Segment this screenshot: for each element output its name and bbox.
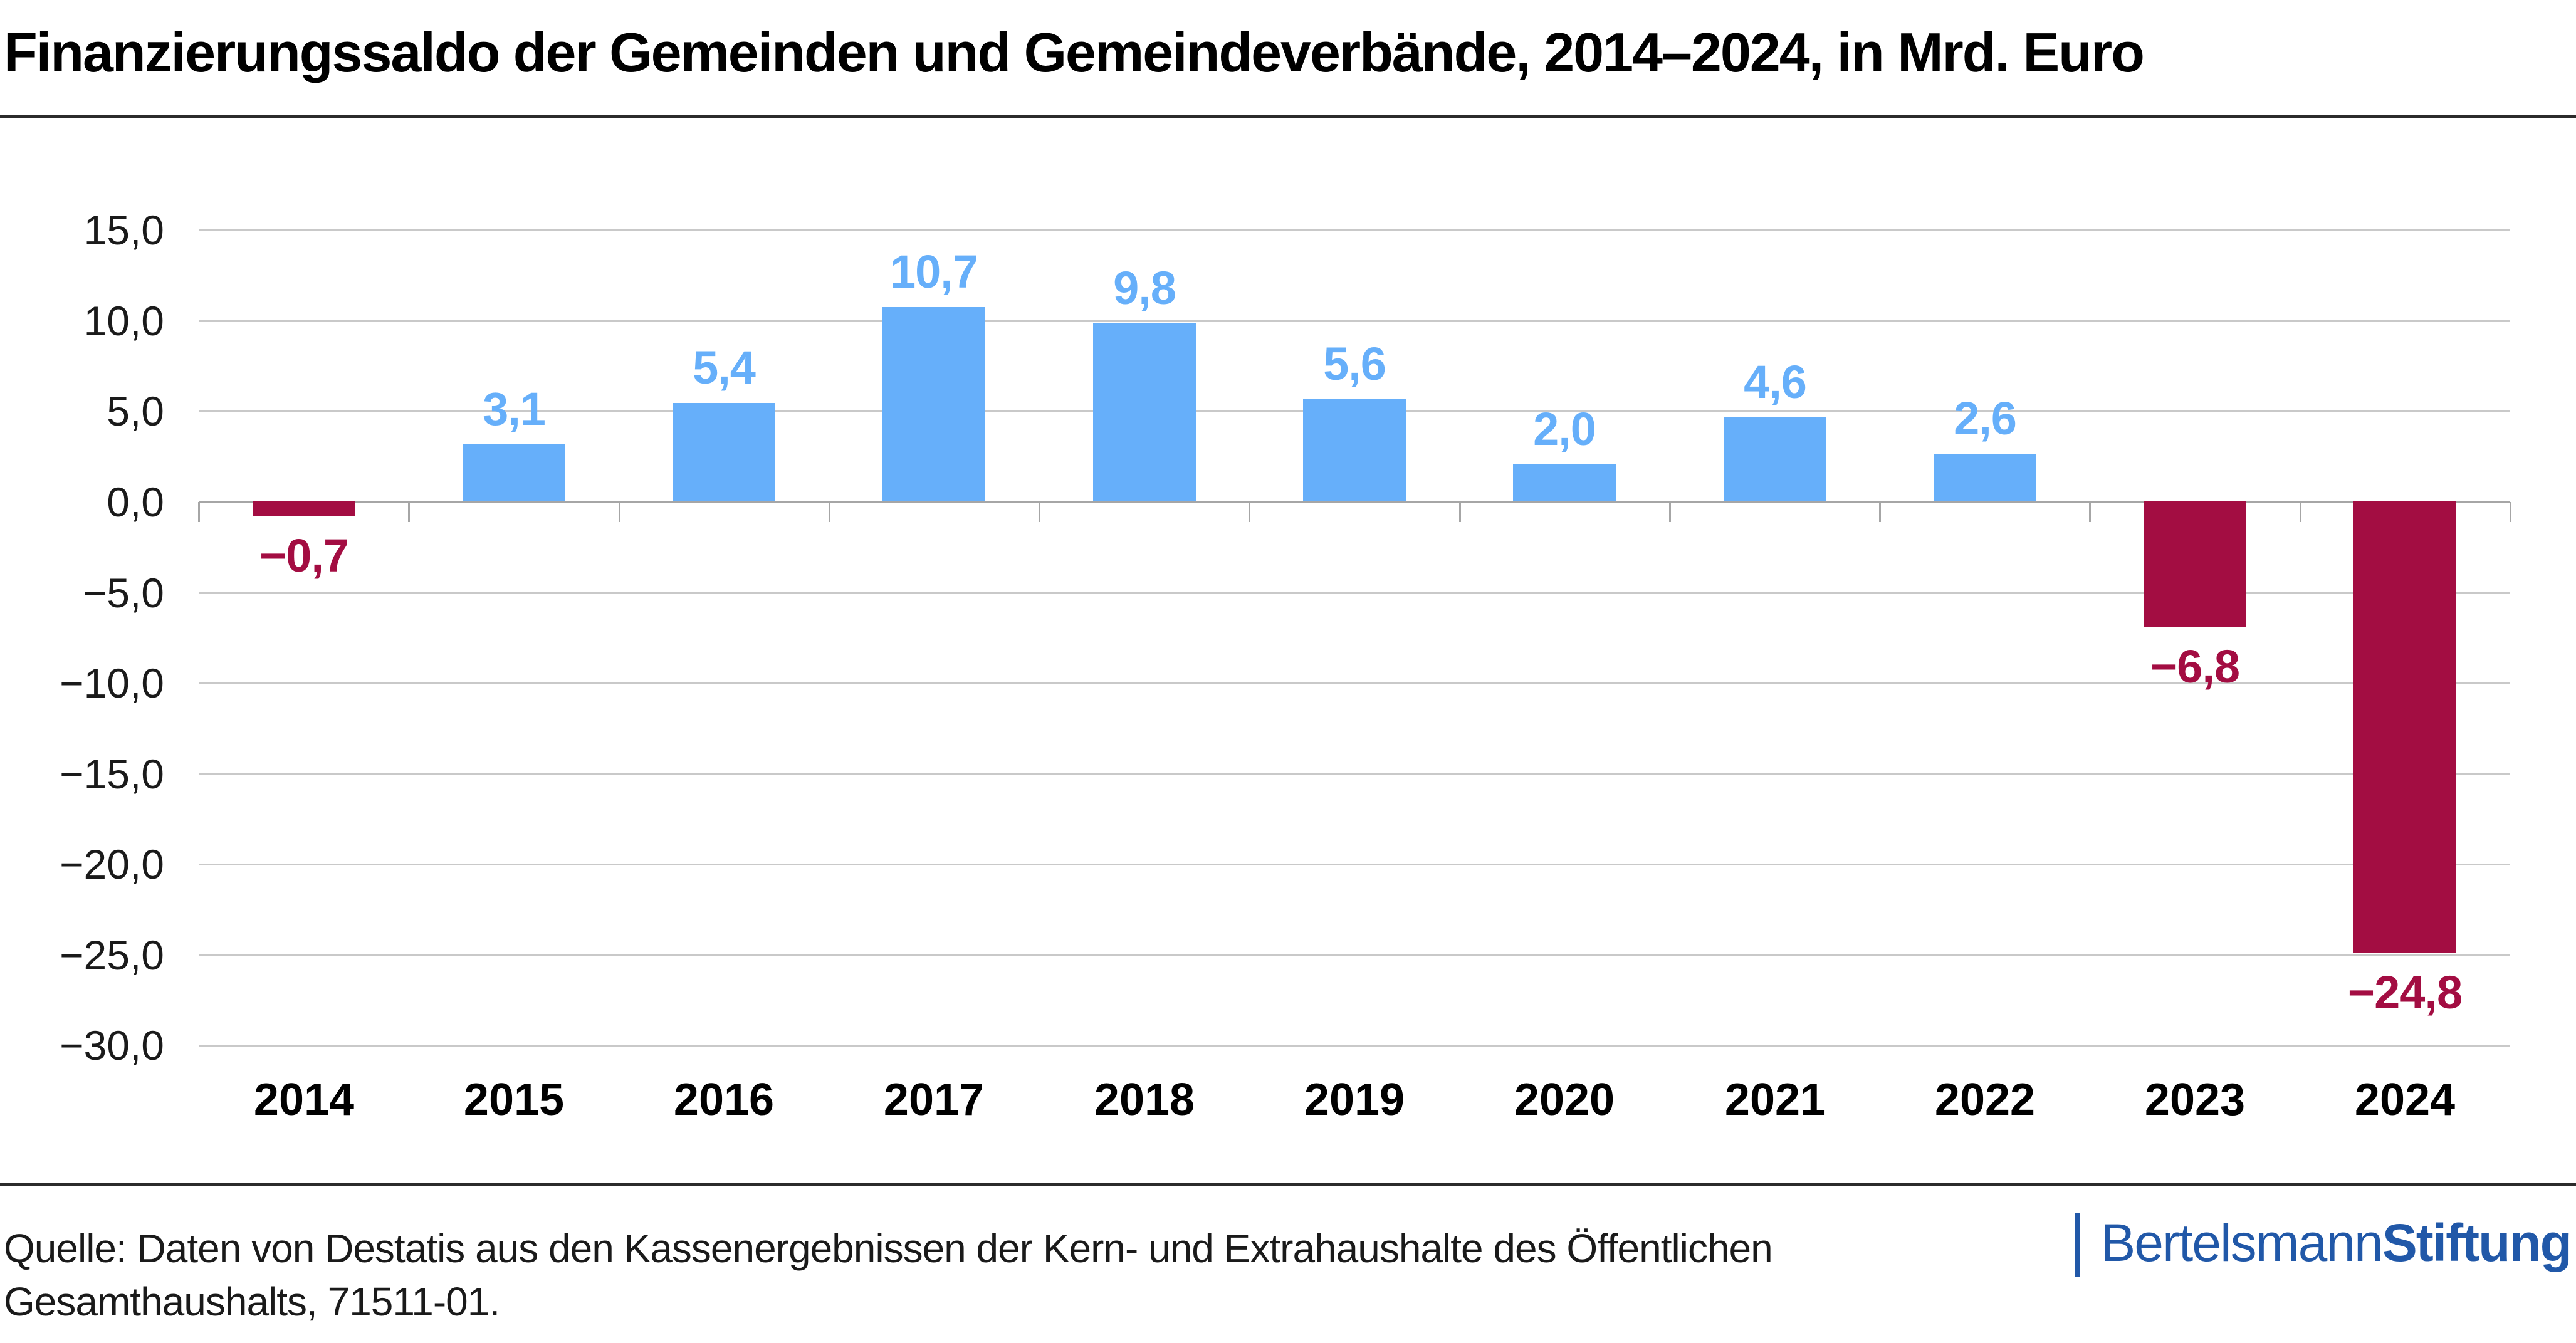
bar-value-label: −6,8 [2150,640,2240,692]
bertelsmann-stiftung-logo: BertelsmannStiftung [2075,1211,2572,1277]
bar [1513,464,1616,501]
axis-tick [2510,502,2511,522]
y-tick-label: −20,0 [60,841,164,887]
x-tick-label: 2023 [2144,1075,2246,1125]
logo-text-stiftung: Stiftung [2382,1213,2572,1272]
y-tick-label: 0,0 [107,479,164,525]
bar [463,444,565,501]
x-tick-label: 2022 [1934,1075,2036,1125]
x-tick-label: 2015 [463,1075,565,1125]
gridline [199,592,2510,594]
title-divider [0,115,2576,118]
footer-divider [0,1183,2576,1186]
bar [2144,501,2246,627]
bar [253,501,355,516]
bar-value-label: 2,0 [1533,403,1596,455]
logo-text: BertelsmannStiftung [2100,1211,2572,1274]
axis-tick [2300,502,2301,522]
x-tick-label: 2016 [673,1075,775,1125]
bar-value-label: 4,6 [1744,356,1807,408]
bar [1934,454,2036,501]
y-tick-label: −25,0 [60,932,164,978]
source-line-2: Gesamthaushalts, 71511-01. [4,1279,500,1324]
bar-value-label: 10,7 [889,246,978,298]
axis-tick [829,502,830,522]
zero-axis-line [199,501,2510,503]
axis-tick [1249,502,1250,522]
axis-tick [1879,502,1881,522]
axis-tick [1669,502,1671,522]
y-tick-label: −15,0 [60,751,164,797]
bar [1724,417,1826,501]
bar [2353,501,2456,953]
logo-vertical-bar-icon [2075,1213,2081,1277]
gridline [199,1045,2510,1047]
gridline [199,682,2510,684]
axis-tick [1459,502,1461,522]
x-tick-label: 2019 [1304,1075,1405,1125]
x-tick-label: 2018 [1094,1075,1195,1125]
axis-tick [1039,502,1040,522]
page-title: Finanzierungssaldo der Gemeinden und Gem… [4,21,2145,83]
x-tick-label: 2017 [883,1075,985,1125]
gridline [199,320,2510,322]
gridline [199,229,2510,231]
gridline [199,773,2510,775]
bar [673,403,775,501]
bar-value-label: 3,1 [483,383,546,435]
bar [882,307,985,501]
x-tick-label: 2020 [1514,1075,1615,1125]
gridline [199,864,2510,865]
y-tick-label: −30,0 [60,1022,164,1069]
bar-value-label: 5,4 [693,342,756,394]
bar-value-label: −24,8 [2347,966,2463,1018]
y-tick-label: −5,0 [82,570,164,616]
x-tick-label: 2021 [1724,1075,1826,1125]
bar-value-label: 2,6 [1954,392,2017,444]
source-line-1: Quelle: Daten von Destatis aus den Kasse… [4,1226,1773,1271]
y-tick-label: 10,0 [83,298,164,344]
axis-tick [408,502,410,522]
y-tick-label: 5,0 [107,388,164,434]
logo-text-bertelsmann: Bertelsmann [2100,1213,2384,1272]
bar-value-label: 5,6 [1323,338,1386,390]
bar-value-label: −0,7 [259,530,349,582]
bar [1093,323,1196,501]
bar-value-label: 9,8 [1113,262,1176,314]
axis-tick [619,502,620,522]
y-tick-label: −10,0 [60,660,164,706]
axis-tick [198,502,200,522]
source-note: Quelle: Daten von Destatis aus den Kasse… [4,1222,1773,1329]
x-tick-label: 2014 [253,1075,355,1125]
gridline [199,954,2510,956]
bar [1303,399,1406,501]
y-tick-label: 15,0 [83,207,164,253]
x-tick-label: 2024 [2354,1075,2456,1125]
axis-tick [2089,502,2091,522]
